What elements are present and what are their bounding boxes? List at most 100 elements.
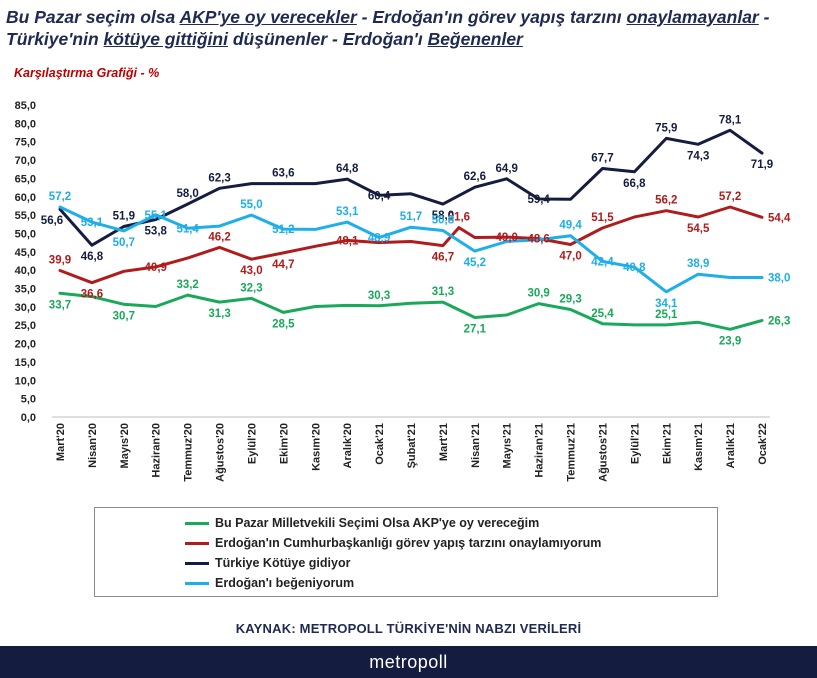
y-tick-label: 60,0	[15, 192, 36, 204]
data-label: 59,4	[527, 194, 550, 206]
data-label: 64,8	[336, 163, 359, 175]
title-segment: düşünenler - Erdoğan'ı	[227, 29, 428, 49]
legend-label: Erdoğan'ı beğeniyorum	[215, 576, 355, 590]
x-tick-label: Mart'21	[438, 423, 450, 461]
y-tick-label: 15,0	[15, 357, 36, 369]
data-label: 66,8	[623, 178, 646, 190]
y-tick-label: 0,0	[21, 412, 36, 424]
x-tick-label: Temmuz'20	[183, 423, 195, 482]
data-label: 53,1	[336, 206, 359, 218]
title-segment: - Türkiye'nin	[6, 7, 770, 49]
data-label: 40,8	[623, 262, 646, 274]
data-label: 62,6	[464, 171, 486, 183]
y-tick-label: 5,0	[21, 394, 36, 406]
data-label: 26,3	[768, 315, 790, 327]
data-label: 30,7	[113, 310, 135, 322]
data-label: 43,0	[240, 265, 262, 277]
title-segment: kötüye gittiğini	[103, 29, 228, 49]
data-label: 31,3	[208, 308, 230, 320]
data-label: 25,1	[655, 309, 678, 321]
x-tick-label: Ocak'22	[757, 423, 769, 465]
series-line	[58, 205, 764, 294]
title-segment: - Erdoğan'ın görev yapış tarzını	[356, 7, 627, 27]
x-tick-label: Ekim'21	[661, 423, 673, 464]
x-tick-label: Ocak'21	[374, 423, 386, 465]
chart-title: Bu Pazar seçim olsa AKP'ye oy verecekler…	[6, 6, 811, 50]
data-label: 25,4	[591, 308, 614, 320]
title-segment: Beğenenler	[427, 29, 523, 49]
chart-legend: Bu Pazar Milletvekili Seçimi Olsa AKP'ye…	[94, 507, 718, 597]
data-label: 74,3	[687, 150, 709, 162]
data-label: 51,4	[176, 223, 199, 235]
data-label: 75,9	[655, 122, 677, 134]
series-line	[58, 205, 764, 285]
x-tick-label: Şubat'21	[406, 423, 418, 468]
data-label: 51,7	[400, 211, 422, 223]
y-tick-label: 25,0	[15, 320, 36, 332]
x-tick-label: Ağustos'20	[215, 423, 227, 482]
x-tick-label: Eylül'20	[246, 423, 258, 464]
data-label: 46,2	[208, 231, 230, 243]
legend-item: Bu Pazar Milletvekili Seçimi Olsa AKP'ye…	[185, 513, 717, 533]
chart-subtitle: Karşılaştırma Grafiği - %	[14, 66, 160, 80]
y-tick-label: 65,0	[15, 173, 36, 185]
x-tick-label: Mart'20	[55, 423, 67, 461]
y-tick-label: 50,0	[15, 228, 36, 240]
series-line	[58, 291, 764, 331]
data-label: 51,6	[448, 212, 470, 224]
y-tick-label: 75,0	[15, 137, 36, 149]
x-tick-label: Ekim'20	[278, 423, 290, 464]
y-tick-label: 85,0	[15, 100, 36, 112]
data-label: 54,5	[687, 223, 710, 235]
data-label: 47,0	[559, 250, 581, 262]
title-segment: onaylamayanlar	[626, 7, 759, 27]
data-label: 64,9	[496, 163, 518, 175]
x-tick-label: Temmuz'21	[566, 423, 578, 482]
data-label: 31,3	[432, 286, 454, 298]
data-label: 51,2	[272, 224, 294, 236]
data-label: 63,6	[272, 168, 294, 180]
x-tick-label: Nisan'20	[87, 423, 99, 468]
line-chart: 0,0 5,0 10,0 15,0 20,0 25,0 30,0 35,0 40,0 45,0 50…	[15, 100, 791, 482]
data-label: 40,9	[145, 262, 167, 274]
legend-swatch	[185, 561, 209, 565]
data-label: 33,2	[176, 279, 198, 291]
series-line	[58, 128, 764, 247]
data-label: 29,3	[559, 293, 581, 305]
y-tick-label: 55,0	[15, 210, 36, 222]
legend-item: Türkiye Kötüye gidiyor	[185, 553, 717, 573]
data-label: 56,6	[41, 215, 63, 227]
data-label: 32,3	[240, 282, 262, 294]
data-label: 58,0	[432, 210, 454, 222]
data-label: 53,1	[81, 217, 104, 229]
x-tick-label: Haziran'20	[151, 423, 163, 478]
data-label: 33,7	[49, 299, 71, 311]
y-tick-label: 10,0	[15, 375, 36, 387]
footer-bar: metropoll	[0, 646, 817, 678]
data-label: 78,1	[719, 114, 742, 126]
data-label: 67,7	[591, 153, 613, 165]
data-label: 46,8	[81, 251, 104, 263]
data-label: 53,8	[145, 226, 168, 238]
legend-label: Bu Pazar Milletvekili Seçimi Olsa AKP'ye…	[215, 516, 540, 530]
data-label: 45,2	[464, 257, 486, 269]
y-tick-label: 40,0	[15, 265, 36, 277]
data-label: 39,9	[49, 255, 71, 267]
x-tick-label: Aralık'21	[725, 423, 737, 468]
data-label: 55,0	[240, 199, 262, 211]
y-tick-label: 45,0	[15, 247, 36, 259]
data-label: 48,6	[527, 234, 549, 246]
data-label: 62,3	[208, 172, 230, 184]
y-tick-label: 30,0	[15, 302, 36, 314]
data-label: 38,9	[687, 258, 709, 270]
x-tick-label: Mayıs'21	[502, 423, 514, 468]
data-label: 51,5	[591, 212, 614, 224]
y-tick-label: 80,0	[15, 118, 36, 130]
x-tick-label: Kasım'20	[310, 423, 322, 471]
data-label: 46,7	[432, 252, 454, 264]
legend-swatch	[185, 521, 209, 525]
legend-swatch	[185, 541, 209, 545]
data-label: 48,9	[368, 233, 390, 245]
data-label: 30,3	[368, 290, 390, 302]
data-label: 44,7	[272, 259, 294, 271]
